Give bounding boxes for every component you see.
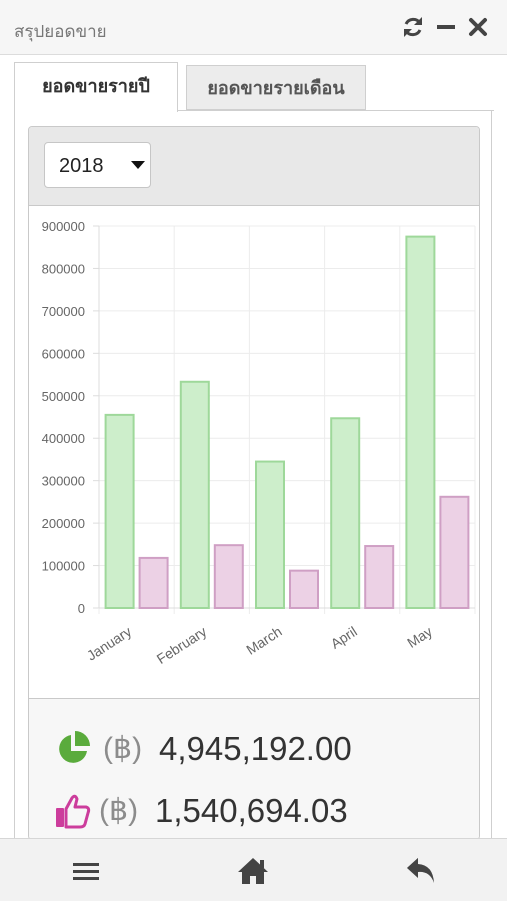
tab-yearly-sales[interactable]: ยอดขายรายปี [14,62,178,112]
window-title: สรุปยอดขาย [14,22,107,42]
profit-amount: 1,540,694.03 [155,792,348,829]
y-tick-label: 900000 [42,219,85,234]
bar-series-1 [405,235,436,609]
currency-symbol: (฿) [103,732,143,765]
currency-symbol: (฿) [99,794,139,827]
bar-series-2 [439,495,470,610]
chevron-down-icon [131,161,145,169]
total-sales-amount: 4,945,192.00 [159,730,352,767]
y-tick-label: 100000 [42,559,85,574]
total-sales-row: (฿) 4,945,192.00 [55,727,455,771]
home-icon[interactable] [237,855,269,887]
bar-series-1 [330,417,361,609]
summary-section: (฿) 4,945,192.00 (฿) 1,540,694.03 [29,699,479,839]
pie-chart-icon [55,731,91,771]
bar-series-1 [179,380,210,609]
x-tick-label: April [328,623,360,652]
refresh-icon[interactable] [401,14,425,40]
minimize-icon[interactable] [434,14,458,40]
bottom-nav [0,838,507,901]
year-select[interactable]: 2018 [44,142,151,188]
panel-border-right [491,110,492,855]
bar-chart-svg: 0 100000 200000 300000 400000 500000 600000 700… [42,219,476,667]
sales-summary-panel: ยอดขายรายปี ยอดขายรายเดือน 2018 0 100000 2… [14,62,494,855]
bar-series-1 [255,460,285,609]
y-tick-label: 200000 [42,516,85,531]
y-tick-label: 0 [78,601,85,616]
chart-toolbar: 2018 [29,127,479,206]
profit-row: (฿) 1,540,694.03 [55,789,455,833]
bar-series-2 [213,544,244,609]
y-tick-label: 400000 [42,431,85,446]
title-bar: สรุปยอดขาย [0,0,507,55]
menu-icon[interactable] [70,855,102,887]
y-tick-label: 700000 [42,304,85,319]
bar-series-1 [104,413,135,609]
y-tick-label: 600000 [42,346,85,361]
close-icon[interactable] [466,14,490,40]
back-icon[interactable] [405,855,437,887]
x-tick-label: January [84,623,134,664]
year-select-value: 2018 [59,155,104,177]
chart-card: 2018 0 100000 200000 300000 400000 500000 6000… [28,126,480,840]
y-tick-label: 300000 [42,474,85,489]
x-tick-label: March [243,623,284,658]
tab-divider [178,110,494,111]
y-tick-label: 800000 [42,261,85,276]
bar-series-2 [138,556,169,610]
x-tick-label: May [404,623,435,651]
x-tick-label: February [154,623,210,667]
panel-border-left [14,110,15,855]
tab-monthly-sales[interactable]: ยอดขายรายเดือน [186,65,366,110]
thumbs-up-icon [55,793,91,833]
bar-series-2 [364,545,395,609]
bar-series-2 [289,569,319,610]
bar-chart: 0 100000 200000 300000 400000 500000 600000 700… [29,206,479,699]
y-tick-label: 500000 [42,389,85,404]
